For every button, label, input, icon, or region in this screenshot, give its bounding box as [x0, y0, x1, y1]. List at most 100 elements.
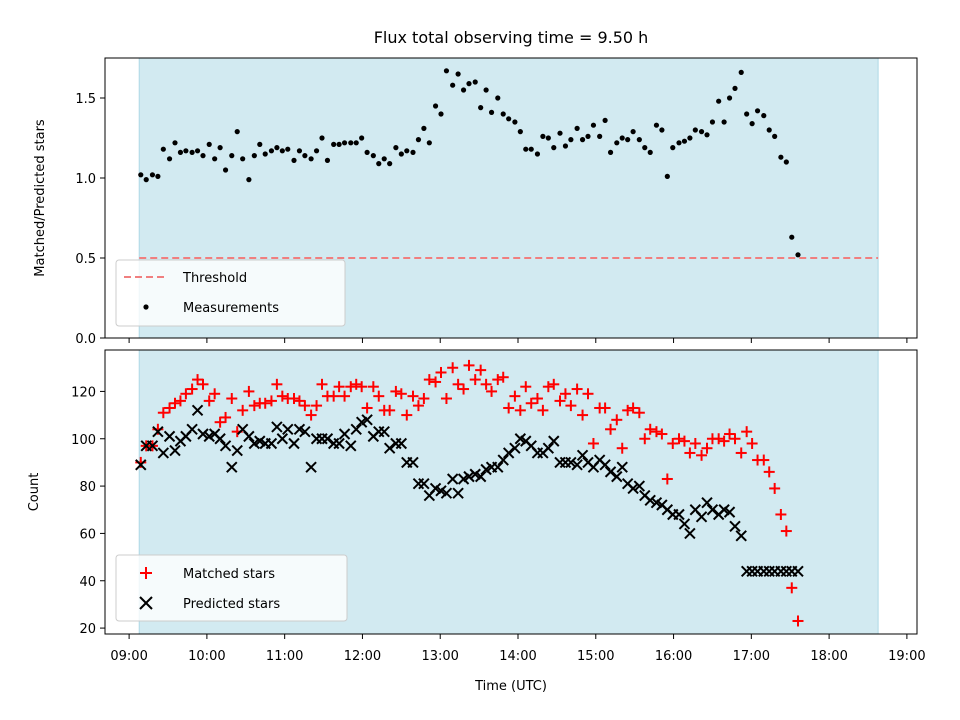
y-tick-label: 40 [79, 575, 96, 590]
matched-star-point [390, 385, 402, 397]
x-tick-label: 11:00 [266, 649, 303, 664]
measurement-point [217, 145, 223, 151]
measurement-point [534, 151, 541, 157]
matched-star-point [678, 435, 690, 447]
top-y-ticks: 0.0 0.5 1.0 1.5 [75, 92, 105, 347]
matched-star-point [514, 404, 526, 416]
matched-star-point [661, 473, 673, 485]
matched-star-point [469, 374, 481, 386]
predicted-star-point [226, 461, 238, 473]
measurement-point [590, 122, 597, 128]
matched-star-point [430, 376, 442, 388]
measurement-point [614, 140, 620, 146]
matched-star-point [214, 416, 226, 428]
matched-star-point [350, 378, 362, 390]
measurement-point [670, 145, 676, 151]
x-tick-label: 12:00 [344, 649, 381, 664]
legend-matched-swatch [140, 567, 152, 579]
predicted-star-point [350, 423, 362, 435]
top-y-axis-label: Matched/Predicted stars [33, 119, 48, 277]
matched-star-point [746, 437, 758, 449]
measurement-point [478, 105, 484, 111]
matched-star-point [373, 390, 385, 402]
measurement-point [523, 146, 529, 152]
bottom-axes-frame [104, 349, 918, 635]
matched-star-point [440, 393, 452, 405]
matched-star-point [509, 390, 521, 402]
matched-star-point [395, 388, 407, 400]
measurement-point [285, 146, 291, 152]
x-axis-label: Time (UTC) [474, 679, 547, 694]
matched-star-point [559, 388, 571, 400]
matched-star-point [656, 428, 668, 440]
matched-star-point [786, 582, 798, 594]
y-tick-label: 100 [71, 433, 96, 448]
matched-star-point [713, 433, 725, 445]
measurement-point [681, 138, 688, 144]
matched-stars-points [135, 359, 804, 627]
measurement-point [602, 117, 608, 123]
predicted-star-point [576, 449, 589, 462]
matched-star-point [345, 381, 357, 393]
bottom-legend: Matched stars Predicted stars [115, 554, 348, 622]
matched-star-point [696, 449, 708, 461]
matched-star-point [525, 397, 537, 409]
matched-star-point [565, 400, 577, 412]
measurement-point [540, 133, 546, 139]
matched-star-point [384, 404, 396, 416]
measurement-point [166, 156, 173, 162]
matched-star-point [226, 393, 238, 405]
measurement-point [726, 95, 733, 101]
matched-star-point [458, 383, 470, 395]
measurement-point [438, 111, 444, 117]
measurement-point [562, 143, 569, 149]
matched-star-point [689, 437, 701, 449]
matched-star-point [480, 378, 492, 390]
x-tick-label: 13:00 [421, 649, 458, 664]
y-tick-label: 80 [79, 480, 96, 495]
matched-star-point [718, 435, 730, 447]
measurement-point [319, 135, 325, 141]
x-tick-label: 19:00 [888, 649, 925, 664]
x-tick-label: 16:00 [655, 649, 692, 664]
measurement-point [488, 109, 495, 115]
predicted-star-point [243, 430, 255, 443]
y-tick-label: 60 [79, 527, 96, 542]
measurement-point [517, 129, 523, 135]
legend-predicted-swatch [139, 596, 153, 610]
matched-star-point [492, 374, 504, 386]
measurement-point [274, 145, 280, 151]
predicted-star-point [673, 508, 685, 521]
predicted-star-point [191, 404, 204, 417]
measurement-point [574, 125, 580, 131]
y-tick-label: 0.5 [75, 252, 96, 267]
matched-star-point [164, 402, 176, 414]
legend-predicted-label: Predicted stars [183, 597, 280, 612]
measurement-point [647, 149, 653, 155]
measurement-point [331, 141, 337, 147]
measurement-point [659, 127, 665, 133]
matched-star-point [435, 366, 447, 378]
measurement-point [687, 135, 693, 141]
matched-star-point [288, 393, 300, 405]
measurement-point [716, 98, 722, 104]
matched-star-point [316, 378, 328, 390]
predicted-star-point [338, 428, 351, 440]
matched-star-point [299, 400, 311, 412]
matched-star-point [673, 433, 685, 445]
measurement-point [466, 81, 472, 87]
predicted-star-point [383, 442, 396, 454]
measurement-point [398, 151, 404, 157]
matched-star-point [554, 395, 566, 407]
predicted-star-point [186, 423, 198, 435]
top-legend-box [115, 259, 346, 327]
measurement-point [664, 173, 670, 179]
measurement-point [246, 177, 252, 183]
predicted-star-point [565, 456, 577, 469]
measurement-point [528, 146, 534, 152]
measurement-point [183, 148, 189, 154]
matched-star-point [174, 395, 186, 407]
matched-star-point [622, 404, 634, 416]
measurement-point [257, 141, 263, 147]
measurement-point [472, 79, 478, 85]
